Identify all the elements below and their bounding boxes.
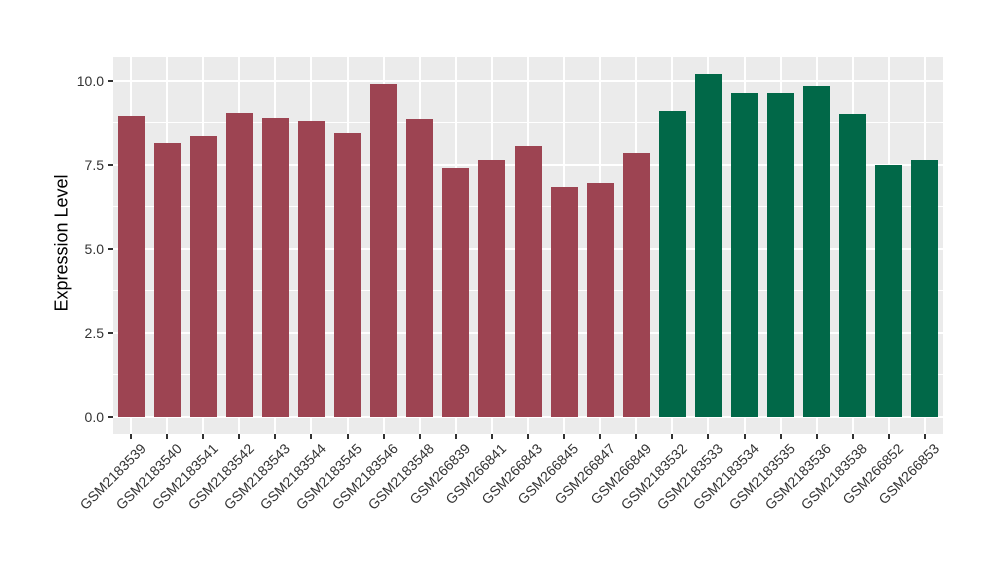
bar: [189, 136, 217, 417]
x-tick-mark: [923, 434, 926, 439]
x-tick-mark: [454, 434, 457, 439]
bar: [803, 85, 831, 417]
bar: [225, 112, 253, 417]
y-tick-label: 0.0: [84, 408, 104, 425]
plot-panel: [113, 57, 943, 434]
bar: [911, 159, 939, 417]
bar: [694, 74, 722, 417]
bar: [153, 143, 181, 417]
x-tick-mark: [887, 434, 890, 439]
y-tick-mark: [108, 331, 113, 334]
x-tick-mark: [851, 434, 854, 439]
bar: [117, 116, 145, 417]
y-tick-mark: [108, 79, 113, 82]
x-tick-mark: [346, 434, 349, 439]
x-tick-mark: [490, 434, 493, 439]
x-tick-mark: [707, 434, 710, 439]
bar: [334, 132, 362, 417]
bar: [550, 186, 578, 417]
y-tick-mark: [108, 163, 113, 166]
bar: [478, 159, 506, 417]
x-tick-mark: [815, 434, 818, 439]
bar: [297, 121, 325, 417]
bar: [767, 92, 795, 417]
bar: [875, 164, 903, 417]
x-tick-mark: [310, 434, 313, 439]
bar: [731, 92, 759, 417]
x-tick-mark: [743, 434, 746, 439]
x-tick-mark: [635, 434, 638, 439]
bar: [514, 146, 542, 417]
bar: [442, 168, 470, 417]
x-tick-mark: [671, 434, 674, 439]
y-tick-mark: [108, 415, 113, 418]
x-tick-mark: [563, 434, 566, 439]
x-tick-mark: [527, 434, 529, 439]
bar: [658, 111, 686, 417]
x-tick-mark: [238, 434, 241, 439]
bar: [370, 84, 398, 417]
x-tick-mark: [130, 434, 133, 439]
bar: [839, 114, 867, 417]
x-tick-mark: [418, 434, 421, 439]
bar: [586, 183, 614, 417]
x-tick-mark: [202, 434, 205, 439]
y-tick-mark: [108, 247, 113, 250]
y-tick-label: 5.0: [84, 240, 104, 257]
y-tick-label: 10.0: [76, 72, 104, 89]
bar: [406, 119, 434, 417]
x-tick-mark: [599, 434, 602, 439]
x-tick-mark: [382, 434, 385, 439]
y-tick-label: 7.5: [84, 156, 104, 173]
x-tick-mark: [274, 434, 277, 439]
x-tick-mark: [779, 434, 782, 439]
bar: [261, 117, 289, 417]
bar: [622, 153, 650, 417]
y-tick-label: 2.5: [84, 324, 104, 341]
x-tick-mark: [166, 434, 169, 439]
